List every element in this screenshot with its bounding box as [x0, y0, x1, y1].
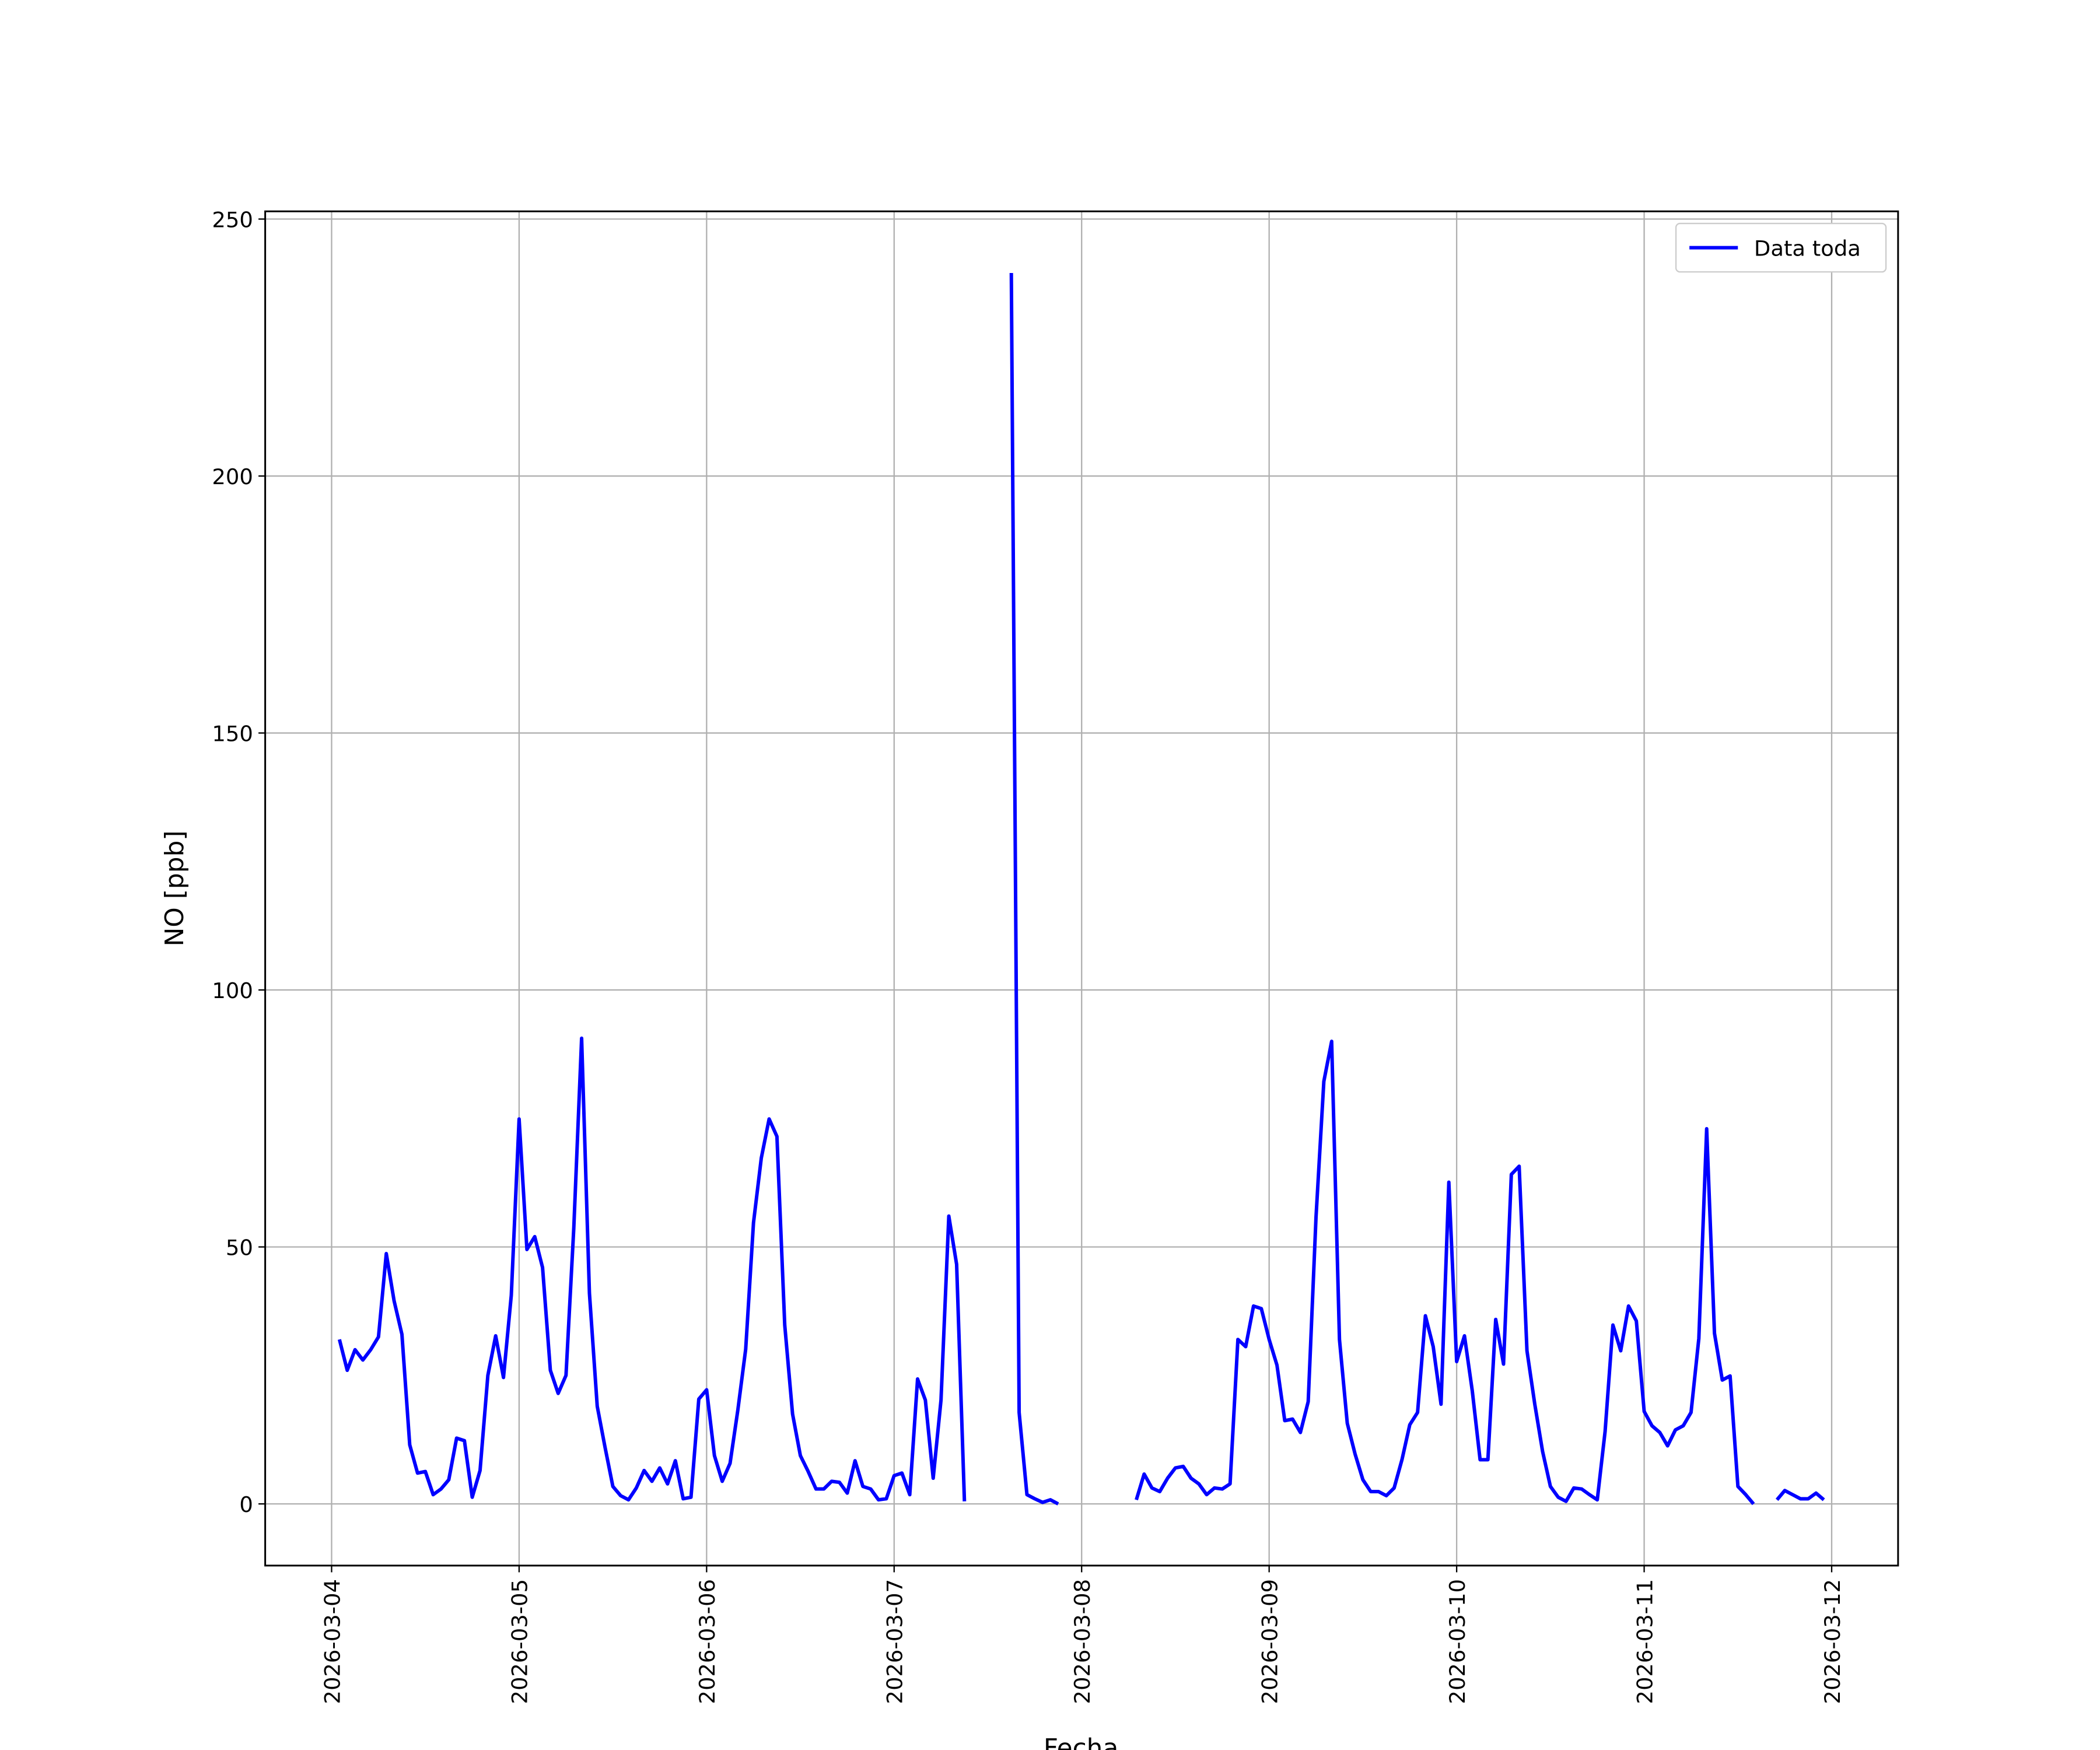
x-tick-label: 2026-03-09 — [1258, 1579, 1283, 1704]
x-tick-label: 2026-03-04 — [320, 1579, 345, 1704]
y-tick-label: 0 — [239, 1492, 253, 1517]
x-tick-label: 2026-03-08 — [1070, 1579, 1095, 1704]
legend-box — [1675, 222, 1887, 273]
plot-frame — [264, 210, 1899, 1567]
y-tick-label: 150 — [212, 721, 253, 746]
legend-label: Data toda — [1754, 236, 1861, 261]
x-tick-label: 2026-03-05 — [508, 1579, 533, 1704]
y-tick-label: 100 — [212, 978, 253, 1003]
y-tick-label: 50 — [226, 1235, 253, 1260]
x-tick-label: 2026-03-12 — [1820, 1579, 1845, 1704]
x-tick-label: 2026-03-10 — [1445, 1579, 1470, 1704]
y-axis-label: NO [ppb] — [160, 831, 190, 947]
x-tick-label: 2026-03-06 — [695, 1579, 720, 1704]
data-line — [337, 273, 1825, 1506]
y-tick-label: 250 — [212, 207, 253, 232]
x-tick-label: 2026-03-07 — [883, 1579, 908, 1704]
x-tick-label: 2026-03-11 — [1632, 1579, 1657, 1704]
y-tick-label: 200 — [212, 464, 253, 489]
x-axis-label: Fecha — [1044, 1734, 1119, 1750]
